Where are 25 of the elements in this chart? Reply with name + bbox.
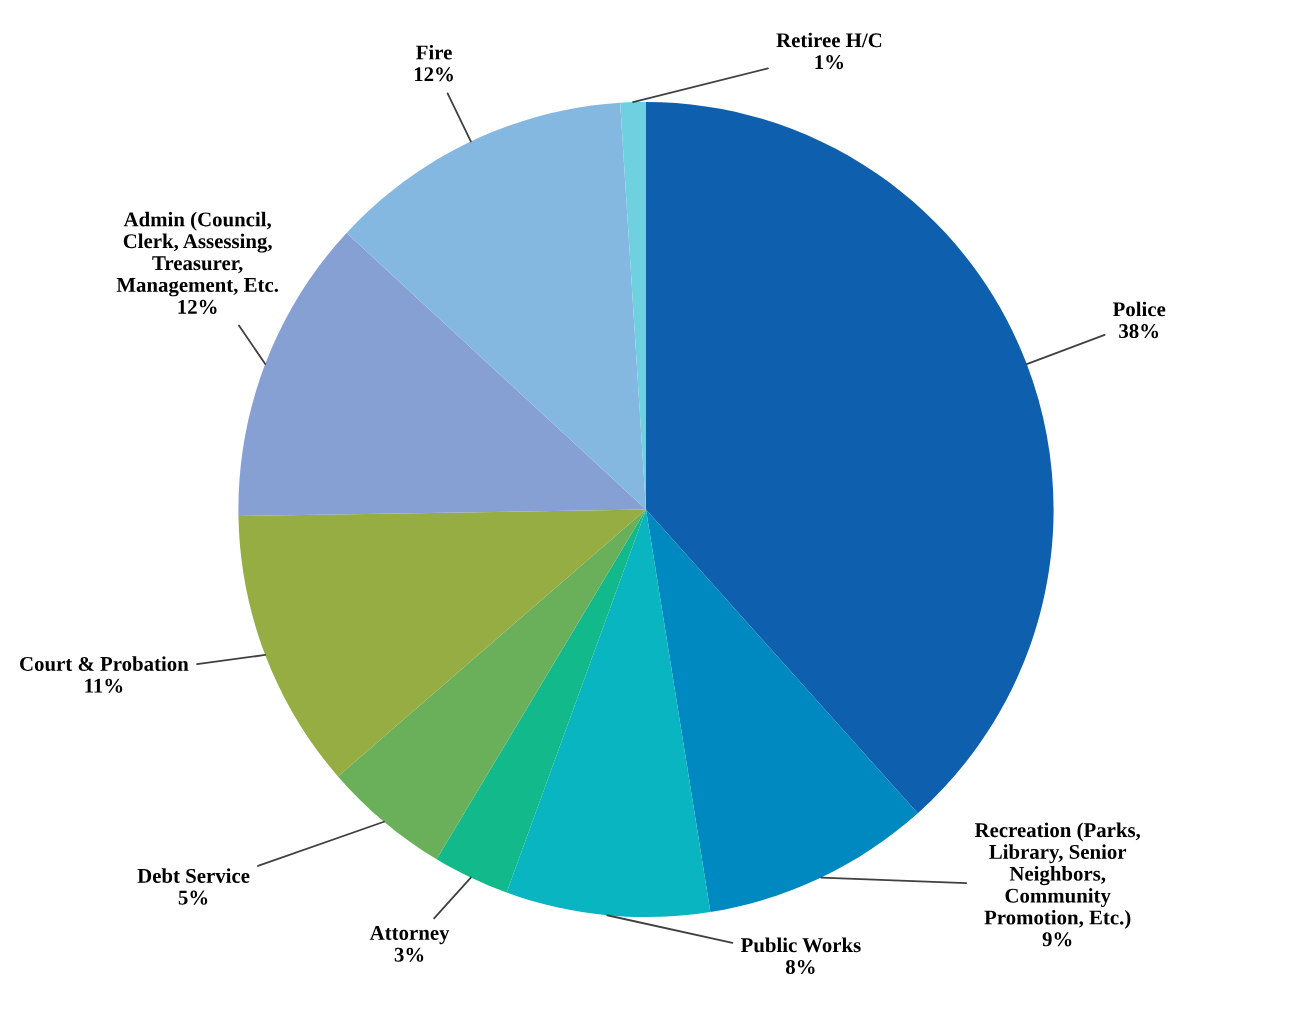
data-label: 3% bbox=[394, 947, 424, 962]
pie-slice bbox=[337, 509, 646, 860]
data-label: 38% bbox=[1119, 324, 1159, 339]
slice-label: Recreation (Parks, Library, Senior Neighbors, Community Promotion, Etc.) bbox=[974, 822, 1141, 929]
slice-label: Fire bbox=[416, 44, 452, 60]
pie-slice bbox=[646, 101, 1054, 814]
data-label: 5% bbox=[178, 890, 208, 905]
data-label: 8% bbox=[785, 959, 815, 975]
data-label: 9% bbox=[1042, 932, 1072, 947]
slice-label: Debt Service bbox=[137, 868, 250, 883]
data-label: 11% bbox=[85, 678, 123, 693]
slice-label: Public Works bbox=[740, 937, 861, 953]
pie-slice bbox=[436, 509, 646, 893]
pie-slice bbox=[346, 102, 646, 510]
pie-slice bbox=[506, 509, 711, 918]
data-label: 12% bbox=[178, 299, 217, 314]
pie-slice bbox=[646, 509, 918, 912]
slice-label: Retiree H/C bbox=[776, 32, 882, 48]
data-label: 12% bbox=[414, 67, 453, 82]
slice-label: Court & Probation bbox=[20, 656, 189, 671]
slice-label: Attorney bbox=[369, 925, 450, 945]
pie-slice bbox=[238, 509, 646, 777]
slice-label: Police bbox=[1112, 301, 1166, 317]
slice-label: Admin (Council, Clerk, Assessing, Treasurer, Management, Etc. bbox=[116, 211, 279, 297]
data-label: 1% bbox=[815, 55, 844, 70]
